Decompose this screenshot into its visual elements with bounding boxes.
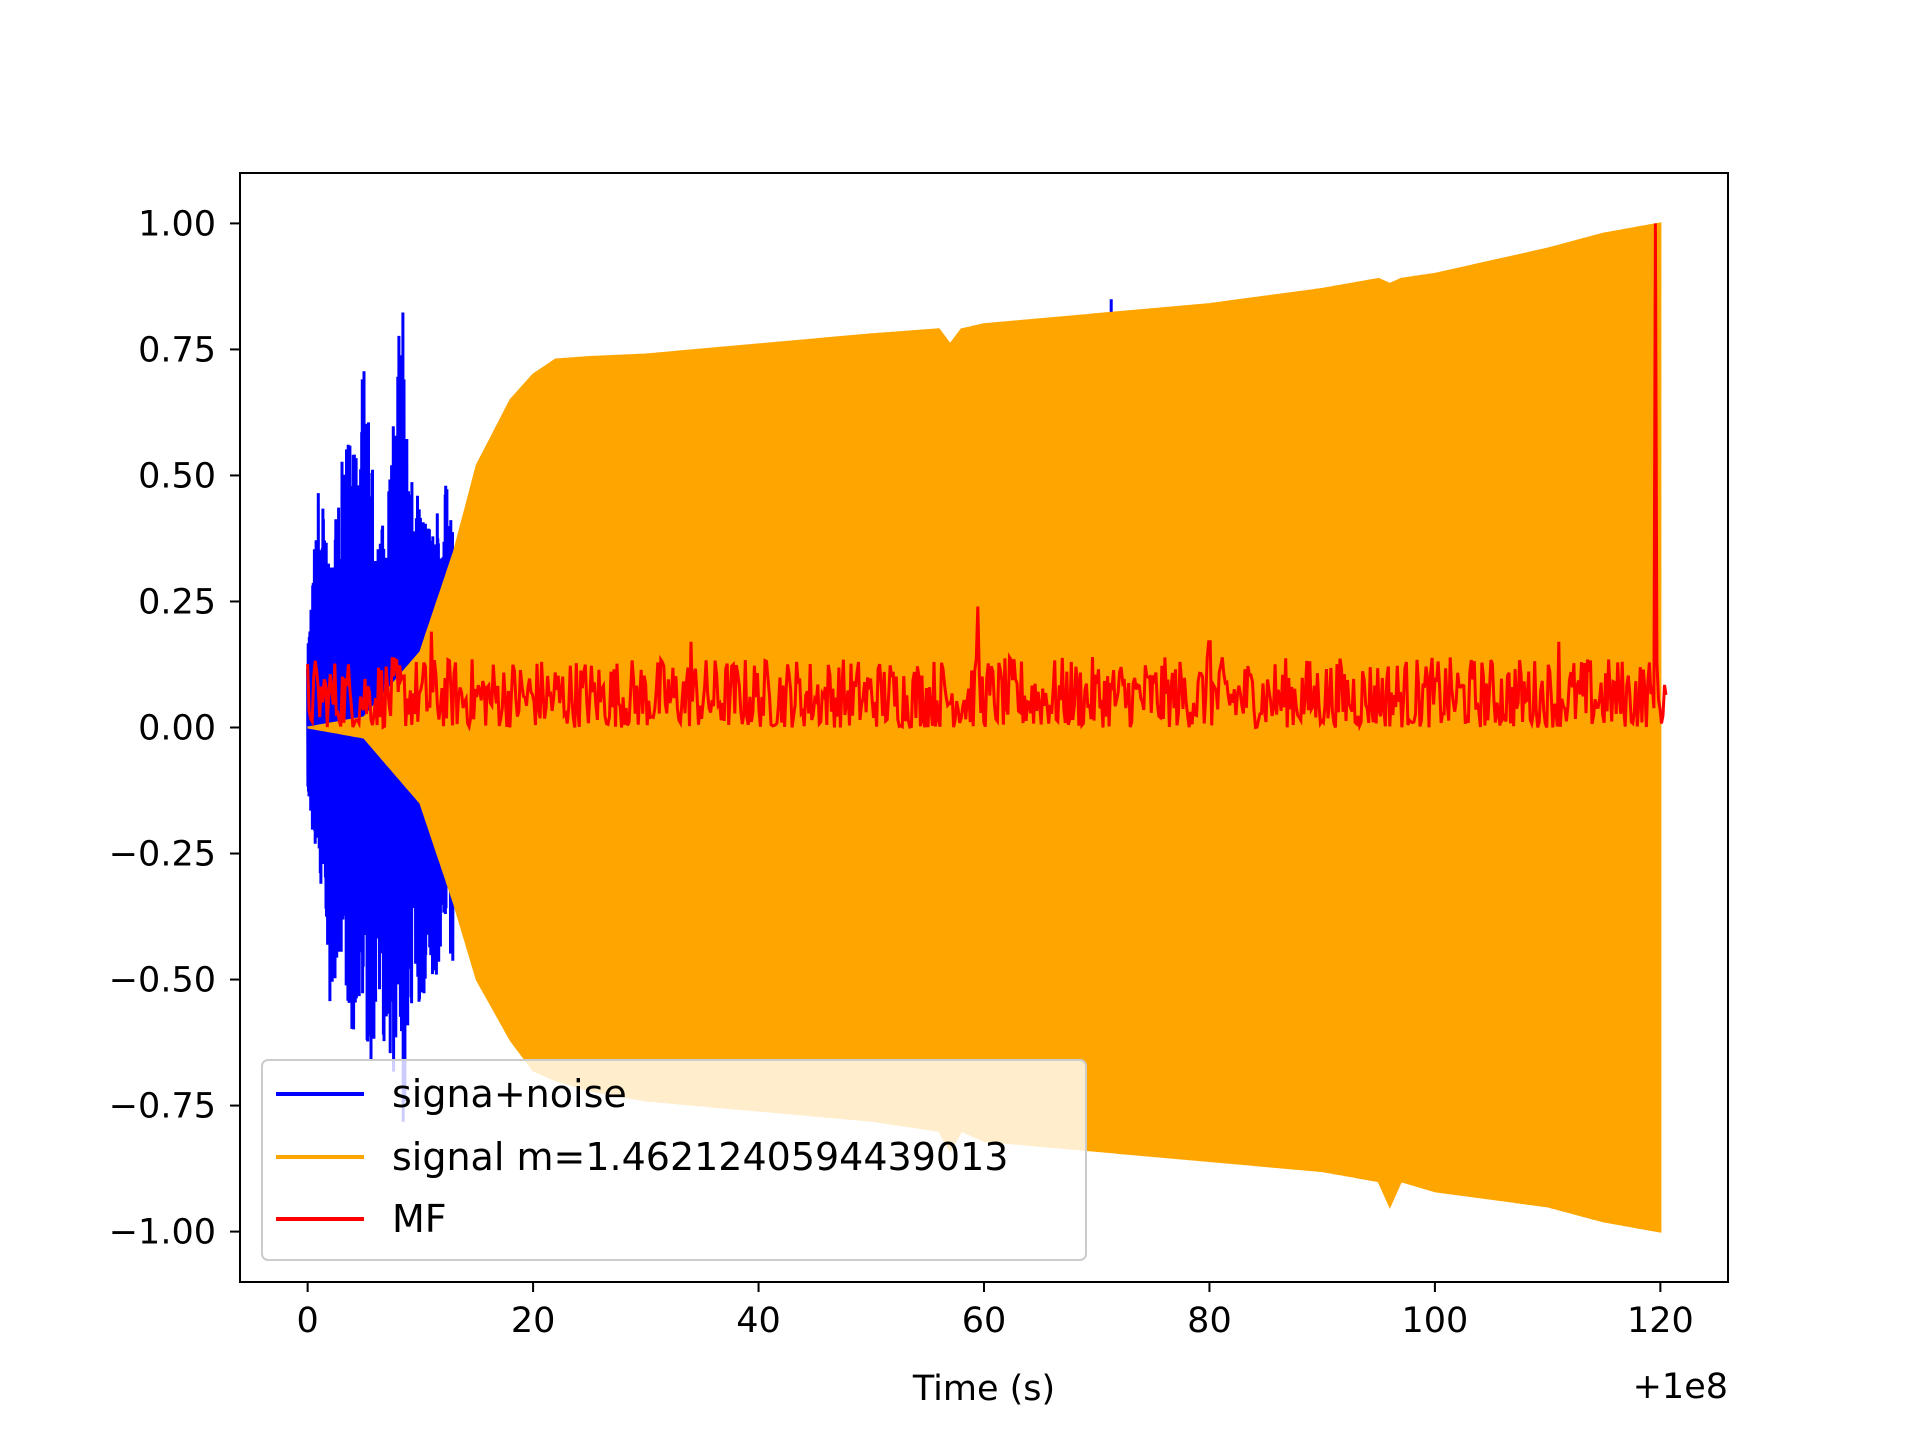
y-tick-label: −0.50 (109, 961, 216, 1001)
x-tick-label: 120 (1627, 1301, 1694, 1341)
y-tick-label: 0.75 (138, 330, 216, 370)
legend-label-signal: signal m=1.4621240594439013 (392, 1135, 1008, 1179)
y-tick-label: 1.00 (138, 204, 216, 244)
x-axis-ticks: 0 20 40 60 80 100 120 (296, 1282, 1694, 1341)
legend: signa+noise signal m=1.4621240594439013 … (261, 1059, 1087, 1261)
y-axis-ticks: 1.00 0.75 0.50 0.25 0.00 −0.25 −0.50 −0.75 −1.00 (109, 204, 240, 1253)
series-mf (306, 223, 1668, 732)
x-tick-label: 20 (511, 1301, 556, 1341)
y-tick-label: −0.75 (109, 1087, 216, 1127)
y-tick-label: 0.25 (138, 582, 216, 622)
legend-label-mf: MF (392, 1197, 447, 1241)
legend-label-signa-noise: signa+noise (392, 1072, 627, 1116)
series-mf-line (306, 223, 1668, 732)
y-tick-label: −0.25 (109, 835, 216, 875)
x-axis-label: Time (s) (912, 1369, 1055, 1409)
y-tick-label: 0.00 (138, 709, 216, 749)
x-tick-label: 40 (736, 1301, 781, 1341)
x-tick-label: 60 (962, 1301, 1007, 1341)
y-tick-label: 0.50 (138, 456, 216, 496)
x-tick-label: 80 (1187, 1301, 1232, 1341)
x-axis-offset-label: +1e8 (1633, 1367, 1728, 1407)
x-tick-label: 100 (1402, 1301, 1469, 1341)
y-tick-label: −1.00 (109, 1213, 216, 1253)
x-tick-label: 0 (296, 1301, 318, 1341)
series-layer (306, 222, 1668, 1233)
legend-box (261, 1059, 1087, 1261)
